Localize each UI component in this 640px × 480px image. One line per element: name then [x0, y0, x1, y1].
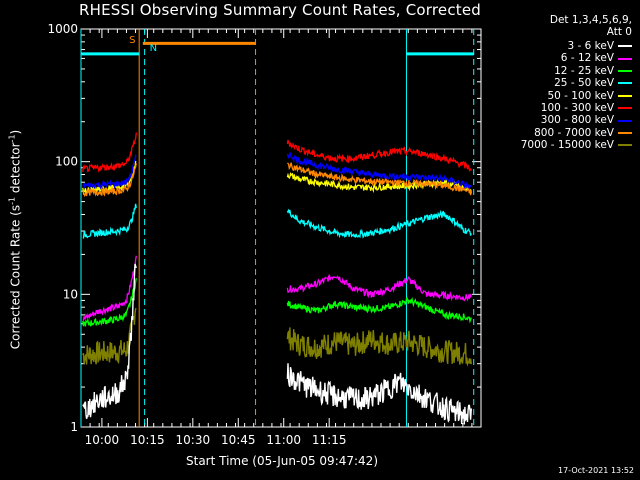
- legend-header-line-1: Det 1,3,4,5,6,9,: [549, 14, 632, 26]
- y-axis-label-text: Corrected Count Rate (s: [8, 204, 23, 350]
- series-line: [82, 255, 137, 322]
- saa-flag-label: S: [129, 35, 135, 46]
- legend-label: 50 - 100 keV: [547, 89, 614, 102]
- legend-item: 6 - 12 keV: [521, 52, 632, 64]
- legend-item: 100 - 300 keV: [521, 102, 632, 114]
- series-line: [286, 363, 472, 425]
- series-line: [286, 139, 472, 173]
- legend-item: 50 - 100 keV: [521, 90, 632, 102]
- flag-group: SN: [81, 35, 474, 56]
- legend-item: 3 - 6 keV: [521, 40, 632, 52]
- y-axis-label-end: ): [8, 129, 23, 135]
- night-flag-label: N: [150, 43, 157, 54]
- x-tick-label: 10:15: [130, 433, 165, 447]
- x-tick-label: 10:30: [176, 433, 211, 447]
- legend-header: Det 1,3,4,5,6,9, Att 0: [550, 14, 632, 38]
- y-tick-label: 1000: [47, 22, 78, 36]
- series-line: [82, 132, 137, 173]
- legend-swatch: [618, 132, 632, 135]
- legend-item: 12 - 25 keV: [521, 65, 632, 77]
- series-line: [82, 163, 137, 198]
- series-line: [286, 208, 472, 239]
- legend-label: 6 - 12 keV: [560, 52, 614, 65]
- legend-header-line-2: Att 0: [606, 26, 632, 38]
- series-line: [82, 263, 137, 419]
- legend-swatch: [618, 144, 632, 147]
- legend-label: 300 - 800 keV: [540, 114, 614, 127]
- series-line: [82, 307, 137, 365]
- legend-label: 100 - 300 keV: [540, 102, 614, 115]
- y-axis: 1 10 100 1000: [47, 22, 481, 434]
- y-axis-label-sup: -1: [7, 196, 17, 205]
- legend-item: 7000 - 15000 keV: [521, 139, 632, 151]
- x-tick-label: 11:00: [266, 433, 301, 447]
- x-axis-label: Start Time (05-Jun-05 09:47:42): [186, 454, 378, 468]
- chart-title: RHESSI Observing Summary Count Rates, Co…: [78, 1, 481, 19]
- y-tick-label: 1: [70, 420, 78, 434]
- legend-swatch: [618, 82, 632, 85]
- y-axis-label: Corrected Count Rate (s-1 detector-1): [8, 105, 23, 375]
- legend-label: 25 - 50 keV: [554, 77, 614, 90]
- y-axis-label-sup-2: -1: [7, 134, 17, 143]
- y-axis-label-tail: detector: [8, 142, 23, 197]
- legend-label: 7000 - 15000 keV: [520, 139, 614, 152]
- series-line: [82, 277, 137, 327]
- footer-timestamp: 17-Oct-2021 13:52: [558, 466, 634, 475]
- legend-swatch: [618, 107, 632, 110]
- series-line: [286, 296, 472, 324]
- legend-swatch: [618, 94, 632, 97]
- x-tick-label: 11:15: [312, 433, 347, 447]
- legend-item: 300 - 800 keV: [521, 114, 632, 126]
- legend-label: 800 - 7000 keV: [534, 126, 614, 139]
- legend-swatch: [618, 57, 632, 60]
- series-group: [82, 132, 472, 425]
- annotation-lines: [80, 29, 475, 427]
- x-tick-label: 10:00: [85, 433, 120, 447]
- series-line: [287, 162, 472, 196]
- x-tick-label: 10:45: [221, 433, 256, 447]
- plot-frame: [80, 28, 482, 428]
- y-tick-label: 10: [63, 287, 78, 301]
- legend-item: 800 - 7000 keV: [521, 127, 632, 139]
- y-tick-label: 100: [55, 155, 78, 169]
- legend-swatch: [618, 70, 632, 73]
- series-line: [286, 327, 472, 367]
- series-line: [82, 203, 137, 239]
- x-axis: 10:00 10:15 10:30 10:45 11:00 11:15: [80, 29, 482, 447]
- legend-swatch: [618, 119, 632, 122]
- legend: 3 - 6 keV 6 - 12 keV 12 - 25 keV 25 - 50 ke…: [521, 40, 632, 152]
- legend-label: 12 - 25 keV: [554, 64, 614, 77]
- series-line: [286, 274, 472, 302]
- series-line: [286, 152, 472, 190]
- series-line: [82, 153, 137, 191]
- legend-item: 25 - 50 keV: [521, 77, 632, 89]
- legend-label: 3 - 6 keV: [567, 40, 614, 52]
- legend-swatch: [618, 45, 632, 48]
